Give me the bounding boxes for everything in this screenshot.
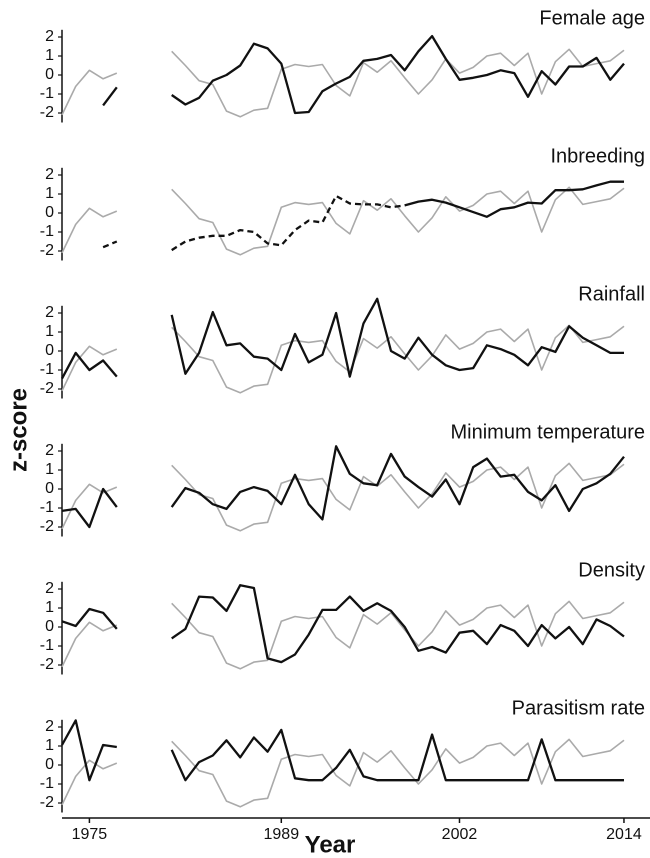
y-tick-label: 2 — [45, 718, 54, 735]
series-line — [61, 738, 625, 808]
series-line — [61, 324, 625, 394]
y-tick-label: -1 — [40, 85, 54, 102]
y-tick-label: 0 — [45, 756, 54, 773]
y-tick-label: -1 — [40, 223, 54, 240]
y-tick-label: -2 — [40, 242, 54, 259]
y-tick-label: 1 — [45, 461, 54, 478]
series-line — [102, 194, 405, 252]
y-tick-label: 1 — [45, 599, 54, 616]
series-line — [60, 719, 624, 782]
y-tick-label: 2 — [45, 580, 54, 597]
y-tick-label: -2 — [40, 656, 54, 673]
y-tick-label: 2 — [45, 28, 54, 45]
y-tick-label: -1 — [40, 775, 54, 792]
x-tick-label: 2014 — [606, 826, 642, 843]
y-tick-label: 0 — [45, 480, 54, 497]
panel-title: Female age — [539, 7, 645, 29]
y-tick-label: 2 — [45, 442, 54, 459]
series-line — [61, 445, 625, 529]
series-line — [61, 584, 625, 664]
y-tick-label: -1 — [40, 637, 54, 654]
y-tick-label: 1 — [45, 737, 54, 754]
y-tick-label: 1 — [45, 323, 54, 340]
series-line — [60, 297, 624, 380]
y-tick-label: 0 — [45, 342, 54, 359]
series-line — [404, 180, 624, 218]
y-tick-label: -2 — [40, 794, 54, 811]
x-tick-label: 2002 — [442, 826, 478, 843]
panel-title: Inbreeding — [550, 145, 645, 167]
y-tick-label: -2 — [40, 104, 54, 121]
series-line — [61, 48, 625, 118]
panel-title: Rainfall — [578, 283, 645, 305]
x-tick-label: 1989 — [264, 826, 300, 843]
series-line — [102, 34, 625, 115]
panel-title: Density — [578, 559, 645, 581]
y-tick-label: 0 — [45, 618, 54, 635]
y-tick-label: 0 — [45, 204, 54, 221]
y-axis-label: z-score — [5, 388, 32, 472]
y-tick-label: -2 — [40, 518, 54, 535]
y-tick-label: -1 — [40, 499, 54, 516]
y-tick-label: 1 — [45, 47, 54, 64]
y-tick-label: 2 — [45, 304, 54, 321]
x-axis-label: Year — [305, 831, 356, 858]
series-line — [61, 186, 625, 256]
y-tick-label: 0 — [45, 66, 54, 83]
series-line — [61, 600, 625, 670]
panel-title: Parasitism rate — [512, 697, 645, 719]
y-tick-label: -2 — [40, 380, 54, 397]
series-line — [61, 462, 625, 532]
y-tick-label: 2 — [45, 166, 54, 183]
panel-title: Minimum temperature — [450, 421, 645, 443]
y-tick-label: -1 — [40, 361, 54, 378]
y-tick-label: 1 — [45, 185, 54, 202]
x-tick-label: 1975 — [72, 826, 108, 843]
